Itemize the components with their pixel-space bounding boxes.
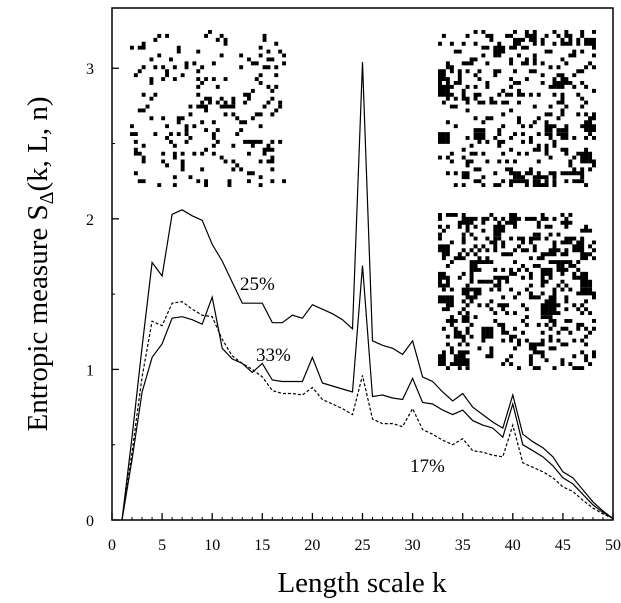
x-tick-label: 10 (204, 537, 220, 554)
series-label: 25% (240, 274, 275, 295)
inset-pixels (438, 213, 596, 371)
x-tick-label: 35 (455, 537, 471, 554)
inset-texture-33 (438, 213, 596, 371)
series-line-17pct (121, 300, 614, 521)
x-tick-label: 40 (505, 537, 521, 554)
series-line-25pct (121, 62, 614, 521)
series-label: 17% (410, 456, 445, 477)
x-tick-label: 5 (158, 537, 166, 554)
y-tick-label: 1 (86, 362, 94, 379)
series-line-33pct (121, 265, 614, 521)
y-axis-title-sub: Δ (36, 191, 58, 204)
axis-ticks: 0 5 10 15 20 25 30 35 40 45 50 0 1 2 3 (86, 61, 621, 554)
inset-texture-25 (438, 30, 596, 188)
x-tick-label: 30 (405, 537, 421, 554)
y-axis-title-main: Entropic measure S (22, 204, 54, 431)
inset-pixels (438, 30, 596, 188)
y-axis-title-args: (k, L, n) (22, 96, 54, 191)
series-lines (121, 62, 614, 521)
x-tick-label: 45 (555, 537, 571, 554)
y-axis-title: Entropic measure SΔ(k, L, n) (22, 96, 58, 431)
x-tick-label: 0 (108, 537, 116, 554)
y-axis-title-group: Entropic measure SΔ(k, L, n) (22, 96, 58, 431)
series-label: 33% (256, 345, 291, 366)
y-tick-label: 2 (86, 212, 94, 229)
series-labels: 25% 33% 17% (240, 274, 445, 477)
texture-insets (130, 30, 596, 371)
x-axis-title: Length scale k (277, 567, 447, 599)
x-tick-label: 25 (355, 537, 371, 554)
x-tick-label: 50 (605, 537, 621, 554)
inset-pixels (130, 30, 286, 188)
x-tick-label: 15 (254, 537, 270, 554)
x-tick-label: 20 (304, 537, 320, 554)
inset-texture-17 (130, 30, 286, 188)
y-tick-label: 0 (86, 513, 94, 530)
y-tick-label: 3 (86, 61, 94, 78)
